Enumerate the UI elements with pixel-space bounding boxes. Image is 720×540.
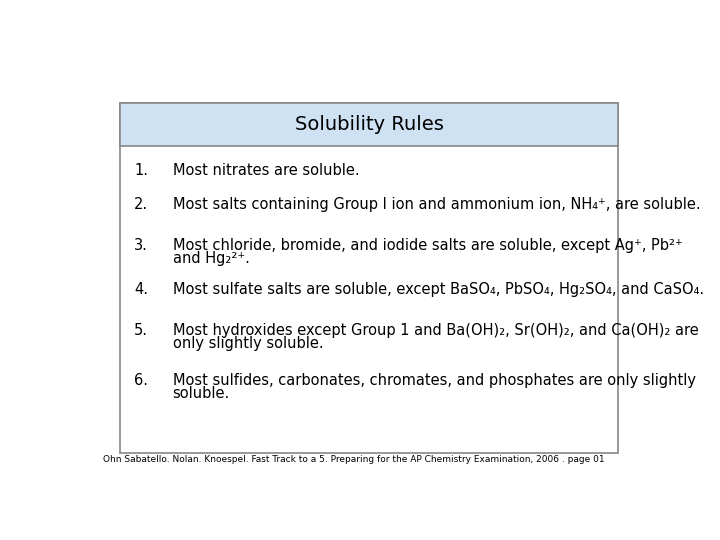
Text: only slightly soluble.: only slightly soluble. — [173, 336, 323, 351]
Text: and Hg₂²⁺.: and Hg₂²⁺. — [173, 251, 250, 266]
Text: 6.: 6. — [134, 373, 148, 388]
Text: 2.: 2. — [134, 197, 148, 212]
Text: Most salts containing Group I ion and ammonium ion, NH₄⁺, are soluble.: Most salts containing Group I ion and am… — [173, 197, 701, 212]
Text: Solubility Rules: Solubility Rules — [294, 116, 444, 134]
Bar — [120, 103, 618, 146]
Text: 1.: 1. — [134, 163, 148, 178]
Bar — [120, 103, 618, 453]
Text: Most chloride, bromide, and iodide salts are soluble, except Ag⁺, Pb²⁺: Most chloride, bromide, and iodide salts… — [173, 238, 683, 253]
Text: Most nitrates are soluble.: Most nitrates are soluble. — [173, 163, 359, 178]
Text: Most hydroxides except Group 1 and Ba(OH)₂, Sr(OH)₂, and Ca(OH)₂ are: Most hydroxides except Group 1 and Ba(OH… — [173, 323, 698, 338]
Text: 3.: 3. — [134, 238, 148, 253]
Text: 5.: 5. — [134, 323, 148, 338]
Text: 4.: 4. — [134, 282, 148, 297]
Text: Most sulfate salts are soluble, except BaSO₄, PbSO₄, Hg₂SO₄, and CaSO₄.: Most sulfate salts are soluble, except B… — [173, 282, 703, 297]
Text: soluble.: soluble. — [173, 386, 230, 401]
Text: Ohn Sabatello. Nolan. Knoespel. Fast Track to a 5. Preparing for the AP Chemistr: Ohn Sabatello. Nolan. Knoespel. Fast Tra… — [102, 455, 604, 464]
Text: Most sulfides, carbonates, chromates, and phosphates are only slightly: Most sulfides, carbonates, chromates, an… — [173, 373, 696, 388]
